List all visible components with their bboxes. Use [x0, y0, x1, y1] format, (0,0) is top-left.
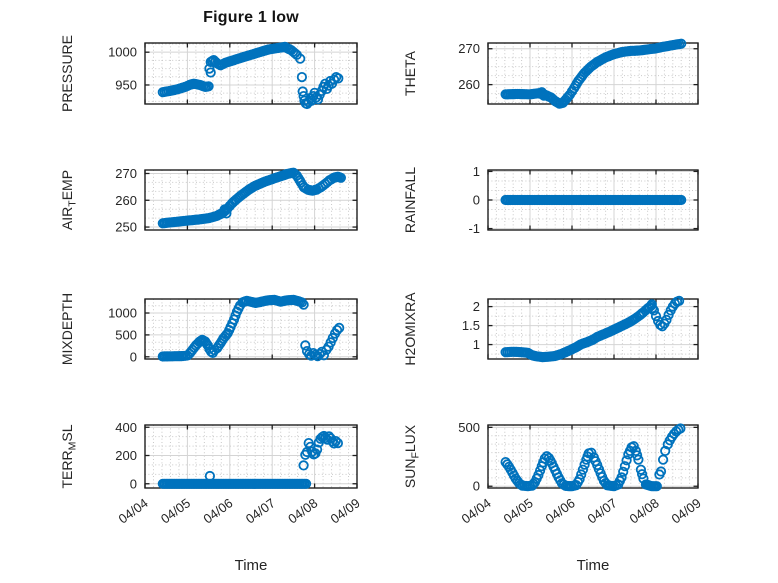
- subplot-terr-msl: 0 200 400 TERRMSL 04/04 04/05 04/06 04/07 04/08 0…: [59, 420, 363, 574]
- y-tick-label-air-temp: 250: [115, 220, 137, 235]
- y-tick-label-sun-flux: 500: [458, 420, 480, 435]
- series-pressure: [157, 41, 344, 110]
- subplot-theta: 260 270 THETA: [402, 38, 699, 109]
- y-tick-label-pressure: 1000: [108, 45, 137, 60]
- series-rainfall: [500, 194, 687, 206]
- y-axis-title-mixdepth: MIXDEPTH: [59, 293, 75, 365]
- y-tick-label-h2omixra: 2: [473, 299, 480, 314]
- y-axis-title-h2omixra: H2OMIXRA: [402, 292, 418, 366]
- y-tick-label-mixdepth: 0: [130, 349, 137, 364]
- y-tick-label-theta: 260: [458, 77, 480, 92]
- y-axis-title-terr-msl: TERRMSL: [59, 424, 79, 488]
- x-tick-label: 04/06: [200, 495, 235, 526]
- x-tick-label: 04/06: [543, 495, 578, 526]
- y-tick-label-h2omixra: 1.5: [462, 318, 480, 333]
- x-tick-label: 04/09: [328, 495, 363, 526]
- axes-box: [487, 42, 699, 105]
- series-mixdepth: [157, 294, 345, 362]
- series-terr-msl: [157, 430, 343, 489]
- series-sun-flux: [500, 423, 686, 492]
- x-tick-label: 04/07: [243, 495, 278, 526]
- y-tick-label-theta: 270: [458, 41, 480, 56]
- y-tick-label-rainfall: -1: [468, 221, 480, 236]
- y-tick-label-terr-msl: 0: [130, 476, 137, 491]
- y-axis-title-air-temp: AIRTEMP: [59, 170, 79, 230]
- axes-box: [144, 42, 358, 105]
- y-tick-label-h2omixra: 1: [473, 337, 480, 352]
- y-tick-label-sun-flux: 0: [473, 479, 480, 494]
- y-tick-label-rainfall: 0: [473, 193, 480, 208]
- axes-box: [487, 424, 699, 489]
- y-tick-label-terr-msl: 200: [115, 448, 137, 463]
- subplot-air-temp: 250 260 270 AIRTEMP: [59, 166, 358, 235]
- x-tick-label: 04/08: [627, 495, 662, 526]
- series-h2omixra: [500, 295, 685, 363]
- y-tick-label-air-temp: 270: [115, 166, 137, 181]
- y-axis-title-sun-flux: SUNFLUX: [402, 424, 422, 488]
- y-tick-label-mixdepth: 500: [115, 327, 137, 342]
- x-tick-label: 04/08: [285, 495, 320, 526]
- x-tick-label: 04/07: [585, 495, 620, 526]
- subplot-pressure: 950 1000 PRESSURE: [59, 35, 358, 112]
- subplot-rainfall: -1 0 1 RAINFALL: [402, 164, 699, 236]
- x-tick-label: 04/05: [501, 495, 536, 526]
- x-tick-label: 04/04: [459, 495, 494, 526]
- time-axis-label: Time: [577, 557, 610, 574]
- y-tick-label-rainfall: 1: [473, 164, 480, 179]
- time-axis-label: Time: [235, 557, 268, 574]
- y-tick-label-terr-msl: 400: [115, 420, 137, 435]
- figure-title: Figure 1 low: [203, 9, 299, 26]
- x-tick-label: 04/04: [116, 495, 151, 526]
- x-tick-label: 04/05: [158, 495, 193, 526]
- series-theta: [500, 38, 687, 109]
- subplot-sun-flux: 0 500 SUNFLUX 04/04 04/05 04/06 04/07 04/08 04/0…: [402, 420, 704, 574]
- subplot-mixdepth: 0 500 1000 MIXDEPTH: [59, 293, 358, 365]
- y-axis-title-theta: THETA: [402, 50, 418, 96]
- y-tick-label-mixdepth: 1000: [108, 306, 137, 321]
- subplot-h2omixra: 1 1.5 2 H2OMIXRA: [402, 292, 699, 366]
- y-axis-title-rainfall: RAINFALL: [402, 167, 418, 233]
- y-tick-label-pressure: 950: [115, 77, 137, 92]
- x-tick-label: 04/09: [669, 495, 704, 526]
- y-tick-label-air-temp: 260: [115, 193, 137, 208]
- series-air-temp: [157, 167, 346, 229]
- y-axis-title-pressure: PRESSURE: [59, 35, 75, 112]
- axes-box: [487, 298, 699, 360]
